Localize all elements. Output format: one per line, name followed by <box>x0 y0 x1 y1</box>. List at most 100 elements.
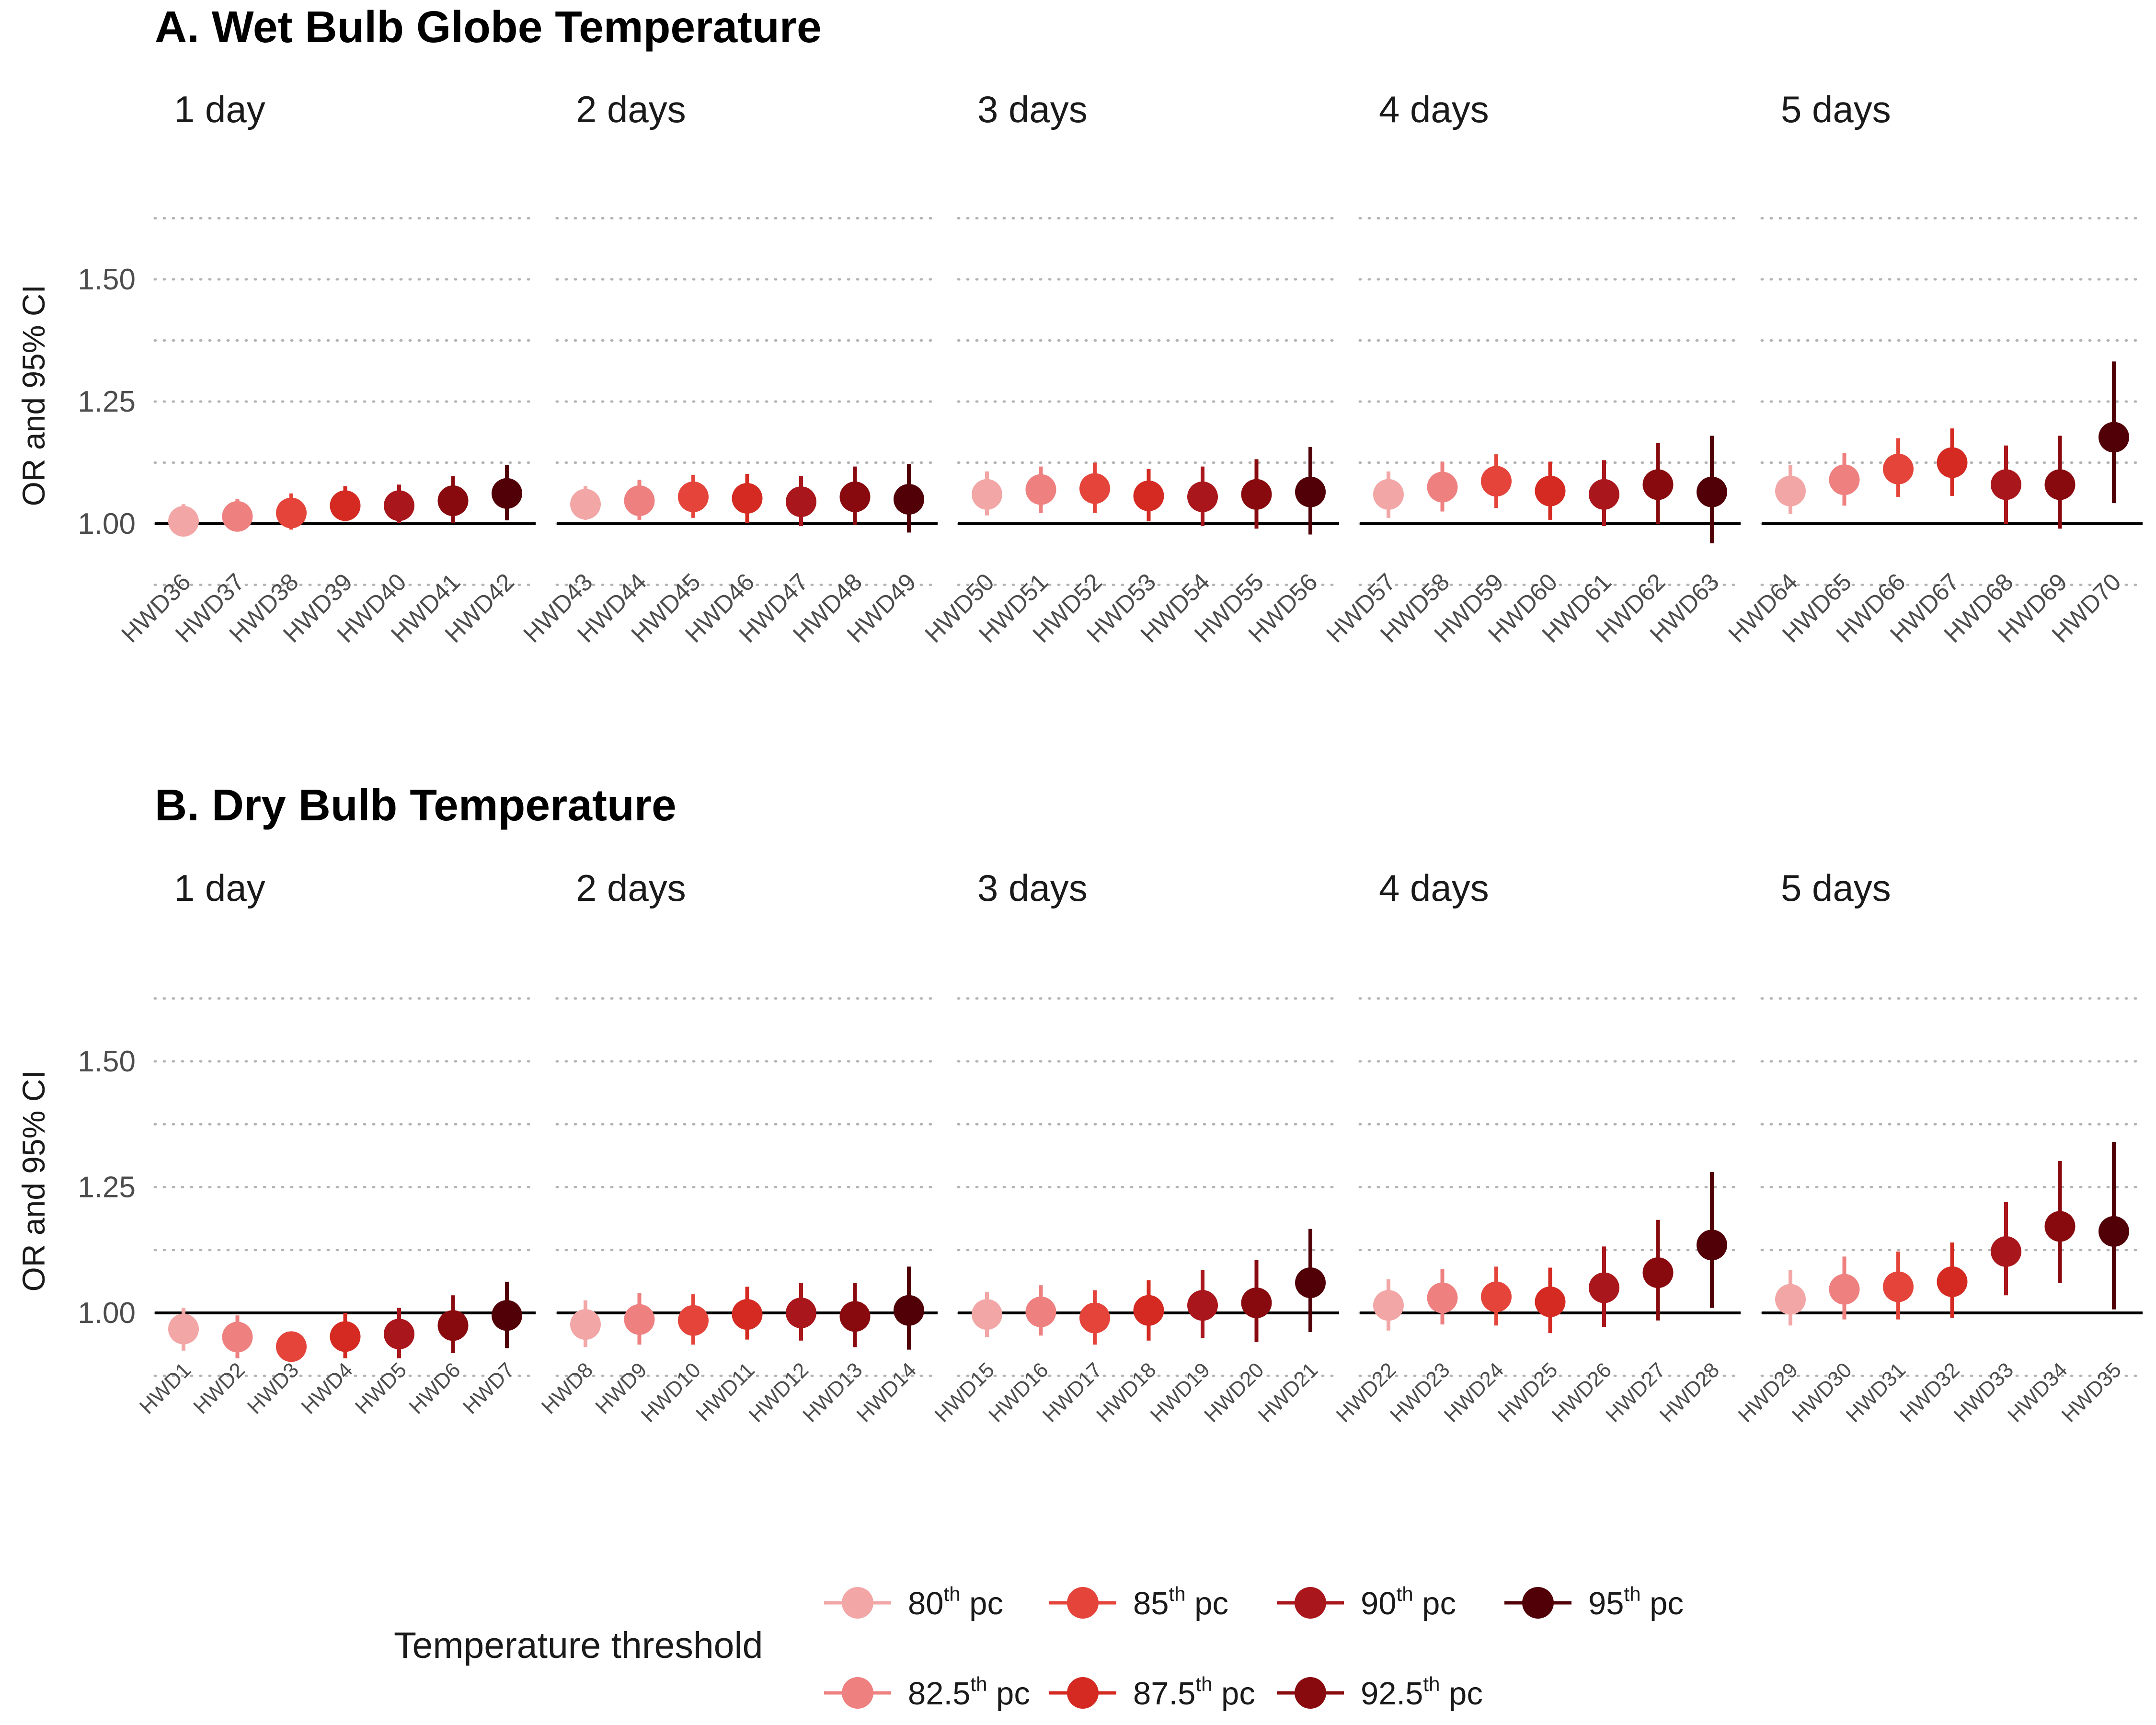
data-point <box>570 489 601 520</box>
data-point <box>1697 476 1727 507</box>
data-point <box>839 481 871 512</box>
data-point <box>1241 1288 1272 1318</box>
legend-key <box>1277 1677 1344 1709</box>
data-point <box>678 1305 709 1336</box>
legend-label-superscript: th <box>1169 1583 1186 1605</box>
legend-label: 87.5th pc <box>1133 1673 1255 1712</box>
data-point <box>1025 474 1056 505</box>
y-tick-label: 1.25 <box>78 385 136 418</box>
data-point <box>972 479 1002 510</box>
data-point <box>678 481 709 512</box>
legend-label-value: 85 <box>1133 1586 1169 1622</box>
data-point <box>168 1313 199 1345</box>
data-point <box>492 478 522 509</box>
facet-label: 2 days <box>576 867 686 909</box>
data-point <box>839 1301 871 1332</box>
panel-title: B. Dry Bulb Temperature <box>155 780 677 830</box>
data-point <box>276 497 307 529</box>
data-point <box>1697 1230 1727 1261</box>
legend-label-superscript: th <box>970 1673 987 1695</box>
legend-label: 80th pc <box>908 1583 1003 1622</box>
legend-key <box>1277 1587 1344 1619</box>
y-tick-label: 1.50 <box>78 263 136 296</box>
y-axis-label: OR and 95% CI <box>16 285 51 506</box>
data-point <box>1991 1236 2021 1267</box>
data-point <box>1133 1295 1164 1326</box>
legend-label-suffix: pc <box>1212 1676 1255 1712</box>
data-point <box>1481 1281 1512 1312</box>
data-point <box>1991 469 2021 500</box>
legend-label-suffix: pc <box>1641 1586 1684 1622</box>
data-point <box>384 1319 414 1350</box>
data-point <box>1427 1282 1458 1313</box>
facet-label: 1 day <box>174 88 265 130</box>
data-point <box>972 1299 1002 1330</box>
facet-label: 3 days <box>977 88 1088 130</box>
data-point <box>1642 1257 1674 1288</box>
data-point <box>894 484 924 515</box>
legend-label-value: 87.5 <box>1133 1676 1195 1712</box>
legend-label: 95th pc <box>1588 1583 1684 1622</box>
legend-label-suffix: pc <box>961 1586 1003 1622</box>
data-point <box>492 1300 522 1331</box>
data-point <box>1079 1302 1110 1334</box>
data-point <box>1589 1272 1619 1303</box>
data-point <box>1025 1296 1056 1327</box>
data-point <box>1775 1284 1806 1315</box>
legend-label-suffix: pc <box>1440 1676 1482 1712</box>
data-point <box>2044 1211 2076 1242</box>
data-point <box>1187 481 1218 512</box>
data-point <box>1829 464 1860 495</box>
data-point <box>2044 469 2076 500</box>
data-point <box>330 490 361 521</box>
y-tick-label: 1.50 <box>78 1045 136 1078</box>
data-point <box>1535 475 1566 506</box>
y-tick-label: 1.00 <box>78 507 136 540</box>
y-tick-label: 1.25 <box>78 1171 136 1204</box>
legend-label-suffix: pc <box>1186 1586 1228 1622</box>
legend-label-superscript: th <box>1195 1673 1212 1695</box>
y-axis-label: OR and 95% CI <box>16 1070 51 1291</box>
legend-key-point <box>842 1677 873 1709</box>
legend-label-superscript: th <box>1624 1583 1641 1605</box>
legend-label: 85th pc <box>1133 1583 1228 1622</box>
legend-title: Temperature threshold <box>394 1625 763 1666</box>
legend-label: 82.5th pc <box>908 1673 1030 1712</box>
data-point <box>1427 472 1458 503</box>
legend-label-suffix: pc <box>987 1676 1030 1712</box>
data-point <box>1481 466 1512 497</box>
legend-key-point <box>842 1587 873 1619</box>
legend-label-value: 90 <box>1361 1586 1397 1622</box>
data-point <box>330 1321 361 1352</box>
data-point <box>222 1322 253 1353</box>
legend-label: 90th pc <box>1361 1583 1456 1622</box>
legend-key <box>1504 1587 1571 1619</box>
data-point <box>1295 1267 1326 1298</box>
data-point <box>1187 1290 1218 1321</box>
data-point <box>570 1309 601 1340</box>
data-point <box>1883 453 1914 484</box>
legend-label-superscript: th <box>944 1583 961 1605</box>
legend-label-value: 92.5 <box>1361 1676 1423 1712</box>
data-point <box>384 490 414 521</box>
legend-label-value: 95 <box>1588 1586 1624 1622</box>
legend-key-point <box>1067 1587 1099 1619</box>
data-point <box>1642 469 1674 500</box>
facet-label: 5 days <box>1781 88 1891 130</box>
data-point <box>1241 479 1272 510</box>
facet-label: 4 days <box>1379 88 1489 130</box>
data-point <box>1829 1274 1860 1305</box>
data-point <box>276 1331 307 1362</box>
panel-title: A. Wet Bulb Globe Temperature <box>155 2 822 52</box>
data-point <box>1295 476 1326 507</box>
data-point <box>437 1310 469 1341</box>
data-point <box>1937 447 1968 478</box>
data-point <box>624 1304 655 1335</box>
data-point <box>1937 1266 1968 1297</box>
data-point <box>1589 479 1619 510</box>
facet: 5 daysHWD64HWD65HWD66HWD67HWD68HWD69HWD7… <box>1723 88 2144 648</box>
legend-key-point <box>1295 1587 1326 1619</box>
legend-key <box>824 1677 891 1709</box>
